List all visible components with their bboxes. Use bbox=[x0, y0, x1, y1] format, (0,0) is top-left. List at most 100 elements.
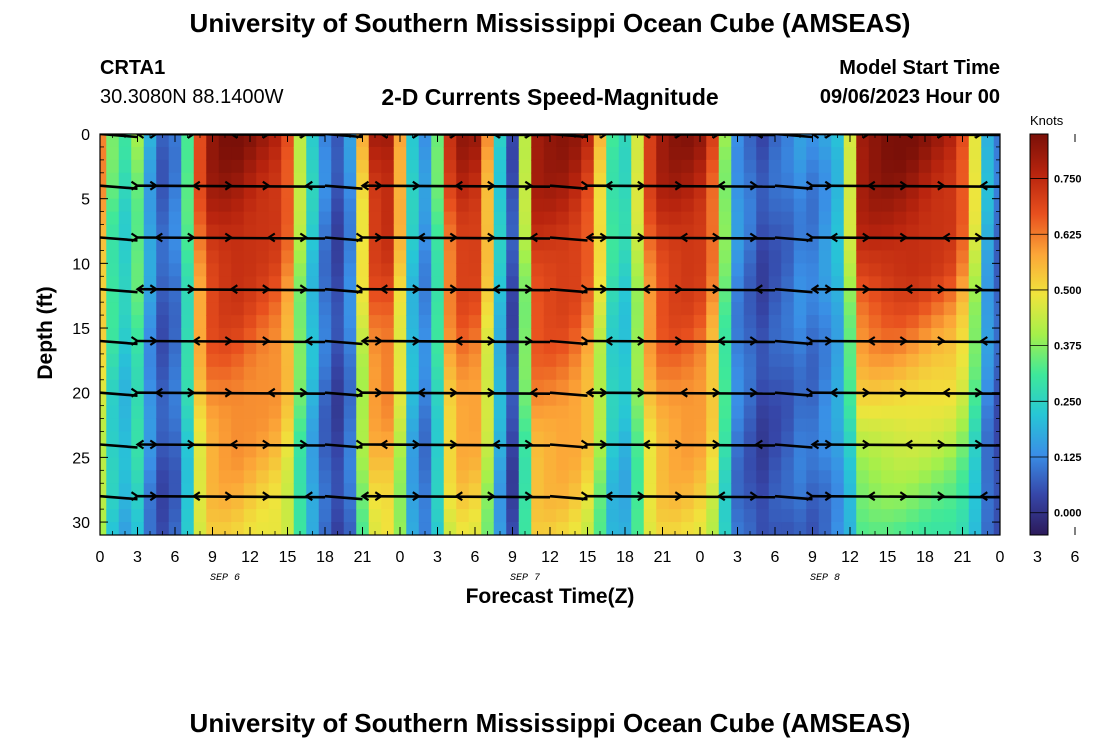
heat-cell bbox=[256, 185, 270, 200]
heat-cell bbox=[906, 250, 920, 264]
heat-cell bbox=[493, 263, 507, 277]
heat-cell bbox=[481, 289, 495, 303]
heat-cell bbox=[543, 289, 557, 303]
heat-cell bbox=[718, 392, 732, 407]
heat-cell bbox=[331, 328, 345, 342]
heat-cell bbox=[118, 431, 132, 446]
current-vector-head bbox=[491, 284, 501, 295]
heat-cell bbox=[681, 328, 695, 342]
heat-cell bbox=[456, 392, 470, 407]
heat-cell bbox=[243, 289, 257, 303]
heat-cell bbox=[768, 509, 782, 523]
heat-cell bbox=[243, 392, 257, 407]
heat-cell bbox=[368, 198, 382, 213]
heat-cell bbox=[218, 134, 232, 148]
heat-cell bbox=[968, 198, 982, 213]
heat-cell bbox=[756, 237, 770, 252]
current-vector-line bbox=[774, 236, 813, 242]
heat-cell bbox=[981, 146, 995, 161]
heat-cell bbox=[493, 159, 507, 174]
heat-cell bbox=[593, 237, 607, 252]
heat-cell bbox=[543, 405, 557, 420]
heat-cell bbox=[543, 509, 557, 523]
heat-cell bbox=[843, 159, 857, 174]
current-vector-head bbox=[224, 180, 234, 191]
x-tick-label: 21 bbox=[354, 549, 372, 566]
current-vector-head bbox=[899, 491, 909, 502]
heat-cell bbox=[606, 522, 620, 535]
current-vector-head bbox=[937, 180, 946, 191]
heat-cell bbox=[381, 159, 395, 174]
heat-cell bbox=[831, 444, 845, 458]
heat-cell bbox=[768, 159, 782, 174]
heat-cell bbox=[693, 457, 707, 471]
heat-cell bbox=[718, 289, 732, 303]
heat-cell bbox=[868, 522, 882, 535]
x-tick-label: 0 bbox=[396, 549, 405, 566]
heat-cell bbox=[381, 470, 395, 484]
heat-cell bbox=[456, 405, 470, 420]
heat-cell bbox=[143, 289, 157, 303]
x-tick-label: 9 bbox=[808, 549, 817, 566]
heat-cell bbox=[306, 379, 320, 394]
heat-cell bbox=[156, 470, 170, 484]
heat-cell bbox=[893, 315, 907, 329]
heat-cell bbox=[543, 392, 557, 407]
heat-cell bbox=[656, 146, 670, 161]
speed-heatmap bbox=[100, 134, 1000, 535]
heat-cell bbox=[968, 496, 982, 510]
heat-cell bbox=[643, 457, 657, 471]
heat-cell bbox=[668, 444, 682, 458]
heat-cell bbox=[381, 496, 395, 510]
heat-cell bbox=[693, 379, 707, 394]
heat-cell bbox=[856, 250, 870, 264]
heat-cell bbox=[731, 198, 745, 213]
heat-cell bbox=[706, 483, 720, 497]
heat-cell bbox=[656, 289, 670, 303]
heat-cell bbox=[406, 159, 420, 174]
heat-cell bbox=[868, 250, 882, 264]
heat-cell bbox=[893, 289, 907, 303]
current-vector-head bbox=[187, 284, 196, 295]
heat-cell bbox=[956, 405, 970, 420]
heat-cell bbox=[668, 237, 682, 252]
heat-cell bbox=[831, 366, 845, 381]
heat-cell bbox=[306, 353, 320, 368]
heat-cell bbox=[531, 315, 545, 329]
heat-cell bbox=[168, 509, 182, 523]
heat-cell bbox=[100, 483, 107, 497]
heat-cell bbox=[981, 289, 995, 303]
heat-cell bbox=[618, 379, 632, 394]
heat-cell bbox=[218, 418, 232, 433]
current-vector-head bbox=[979, 336, 988, 346]
heat-cell bbox=[993, 289, 1000, 303]
heat-cell bbox=[768, 146, 782, 161]
heat-cell bbox=[568, 509, 582, 523]
heat-cell bbox=[843, 237, 857, 252]
heat-cell bbox=[393, 405, 407, 420]
heat-cell bbox=[943, 276, 957, 290]
heat-cell bbox=[931, 289, 945, 303]
heat-cell bbox=[243, 315, 257, 329]
heat-cell bbox=[318, 315, 332, 329]
heat-cell bbox=[568, 522, 582, 535]
heat-cell bbox=[418, 509, 432, 523]
heat-cell bbox=[493, 470, 507, 484]
heat-cell bbox=[493, 392, 507, 407]
current-vector-line bbox=[549, 287, 588, 294]
heat-cell bbox=[156, 405, 170, 420]
heat-cell bbox=[181, 418, 195, 433]
heat-cell bbox=[681, 302, 695, 316]
heat-cell bbox=[781, 353, 795, 368]
heat-cell bbox=[668, 496, 682, 510]
heat-cell bbox=[943, 134, 957, 148]
current-vector-head bbox=[712, 232, 721, 243]
heat-cell bbox=[468, 328, 482, 342]
heat-cell bbox=[506, 379, 520, 394]
heat-cell bbox=[793, 379, 807, 394]
heat-cell bbox=[318, 263, 332, 277]
heat-cell bbox=[743, 302, 757, 316]
current-vector-head bbox=[679, 387, 688, 398]
heat-cell bbox=[668, 263, 682, 277]
heat-cell bbox=[318, 483, 332, 497]
